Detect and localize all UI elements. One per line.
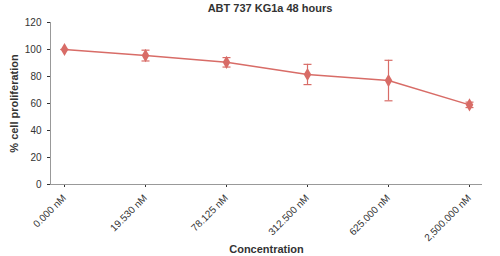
svg-text:100: 100 — [25, 44, 42, 55]
svg-text:0.000 nM: 0.000 nM — [31, 192, 68, 229]
svg-text:40: 40 — [30, 125, 42, 136]
svg-text:80: 80 — [30, 71, 42, 82]
svg-text:Concentration: Concentration — [229, 243, 304, 255]
svg-text:312.500 nM: 312.500 nM — [266, 192, 311, 237]
svg-text:78.125 nM: 78.125 nM — [189, 192, 230, 233]
svg-text:0: 0 — [36, 179, 42, 190]
svg-text:120: 120 — [25, 17, 42, 28]
svg-text:% cell proliferation: % cell proliferation — [8, 54, 20, 153]
svg-text:60: 60 — [30, 98, 42, 109]
html-text:ABT 737 KG1a 48 hours: ABT 737 KG1a 48 hours — [207, 2, 333, 14]
svg-text:2,500.000 nM: 2,500.000 nM — [422, 192, 473, 243]
svg-text:625.000 nM: 625.000 nM — [347, 192, 392, 237]
svg-text:19.530 nM: 19.530 nM — [108, 192, 149, 233]
svg-text:20: 20 — [30, 152, 42, 163]
